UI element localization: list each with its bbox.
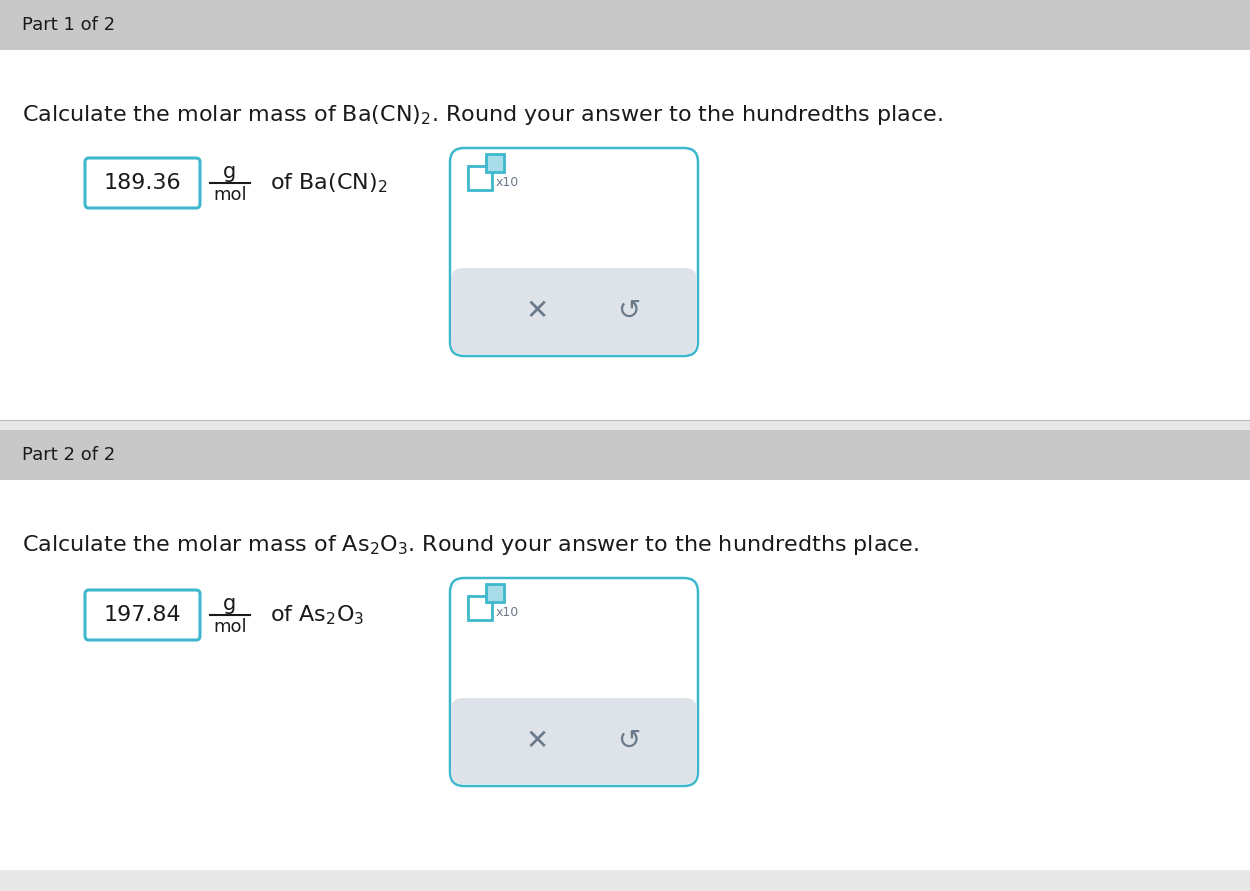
Text: mol: mol xyxy=(214,186,246,204)
Text: mol: mol xyxy=(214,618,246,636)
Text: of $\mathrm{Ba(CN)_2}$: of $\mathrm{Ba(CN)_2}$ xyxy=(270,171,388,195)
Text: 189.36: 189.36 xyxy=(104,173,181,193)
Text: ✕: ✕ xyxy=(525,727,549,755)
Text: Calculate the molar mass of $\mathrm{As_2O_3}$. Round your answer to the hundred: Calculate the molar mass of $\mathrm{As_… xyxy=(22,533,919,557)
Text: 197.84: 197.84 xyxy=(104,605,181,625)
Text: ↺: ↺ xyxy=(618,727,640,755)
FancyBboxPatch shape xyxy=(450,148,698,356)
Bar xyxy=(468,596,492,620)
Text: ✕: ✕ xyxy=(525,297,549,325)
Bar xyxy=(486,154,504,172)
FancyBboxPatch shape xyxy=(85,158,200,208)
Text: Part 1 of 2: Part 1 of 2 xyxy=(22,16,115,34)
FancyBboxPatch shape xyxy=(85,590,200,640)
Bar xyxy=(0,0,1250,50)
FancyBboxPatch shape xyxy=(451,698,698,784)
Bar xyxy=(486,584,504,602)
Text: x10: x10 xyxy=(496,176,519,189)
Bar xyxy=(468,166,492,190)
Text: Part 2 of 2: Part 2 of 2 xyxy=(22,446,115,464)
Bar xyxy=(0,430,1250,480)
Text: of $\mathrm{As_2O_3}$: of $\mathrm{As_2O_3}$ xyxy=(270,603,364,626)
Text: Calculate the molar mass of $\mathrm{Ba(CN)_2}$. Round your answer to the hundre: Calculate the molar mass of $\mathrm{Ba(… xyxy=(22,103,942,127)
FancyBboxPatch shape xyxy=(451,268,698,354)
Text: x10: x10 xyxy=(496,606,519,618)
Text: ↺: ↺ xyxy=(618,297,640,325)
Bar xyxy=(0,50,1250,420)
FancyBboxPatch shape xyxy=(450,578,698,786)
Bar xyxy=(0,480,1250,870)
Text: g: g xyxy=(224,162,236,182)
Text: g: g xyxy=(224,594,236,614)
